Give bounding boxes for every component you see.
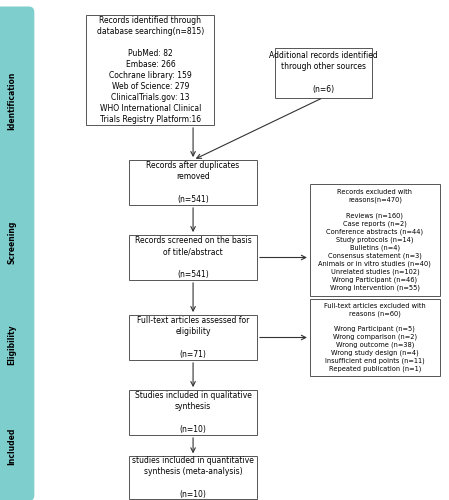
FancyBboxPatch shape	[129, 315, 257, 360]
Text: Full-text articles assessed for
eligibility

(n=71): Full-text articles assessed for eligibil…	[137, 316, 249, 358]
FancyBboxPatch shape	[129, 235, 257, 280]
FancyBboxPatch shape	[129, 456, 257, 499]
FancyBboxPatch shape	[275, 48, 371, 98]
FancyBboxPatch shape	[87, 15, 215, 125]
Text: Studies included in qualitative
synthesis

(n=10): Studies included in qualitative synthesi…	[135, 392, 251, 434]
FancyBboxPatch shape	[0, 6, 35, 196]
Text: Eligibility: Eligibility	[8, 324, 17, 366]
Text: studies included in quantitative
synthesis (meta-analysis)

(n=10): studies included in quantitative synthes…	[132, 456, 254, 498]
FancyBboxPatch shape	[0, 186, 35, 298]
Text: Records excluded with
reasons(n=470)

Reviews (n=160)
Case reports (n=2)
Confere: Records excluded with reasons(n=470) Rev…	[318, 189, 431, 291]
Text: Records after duplicates
removed

(n=541): Records after duplicates removed (n=541)	[146, 162, 240, 203]
FancyBboxPatch shape	[310, 184, 440, 296]
FancyBboxPatch shape	[310, 299, 440, 376]
FancyBboxPatch shape	[0, 289, 35, 401]
Text: Records identified through
database searching(n=815)

PubMed: 82
Embase: 266
Coc: Records identified through database sear…	[97, 16, 204, 124]
Text: Records screened on the basis
of title/abstract

(n=541): Records screened on the basis of title/a…	[135, 236, 251, 279]
Text: Identification: Identification	[8, 72, 17, 130]
FancyBboxPatch shape	[0, 392, 35, 500]
FancyBboxPatch shape	[129, 160, 257, 205]
Text: Additional records identified
through other sources

(n=6): Additional records identified through ot…	[269, 52, 378, 94]
Text: Full-text articles excluded with
reasons (n=60)

Wrong Participant (n=5)
Wrong c: Full-text articles excluded with reasons…	[324, 302, 426, 372]
FancyBboxPatch shape	[129, 390, 257, 435]
Text: Included: Included	[8, 428, 17, 465]
Text: Screening: Screening	[8, 221, 17, 264]
